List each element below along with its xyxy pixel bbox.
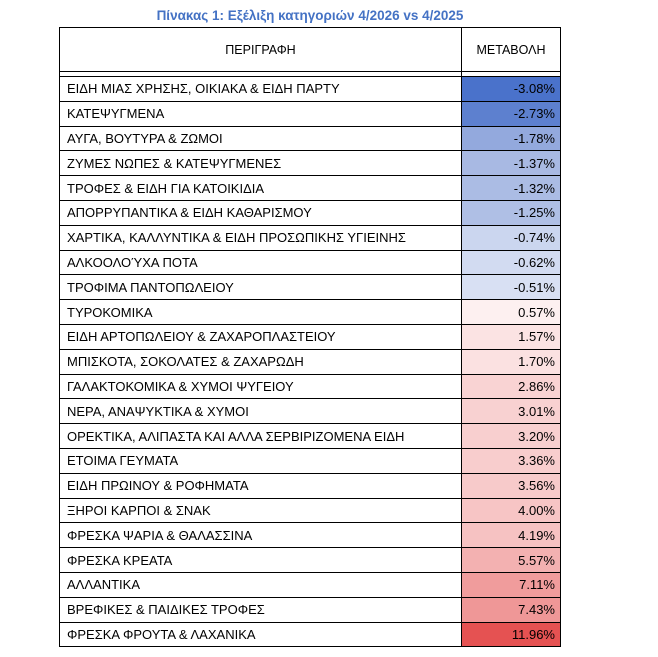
category-description-cell: ΧΑΡΤΙΚΑ, ΚΑΛΛΥΝΤΙΚΑ & ΕΙΔΗ ΠΡΟΣΩΠΙΚΗΣ ΥΓ… bbox=[59, 225, 462, 251]
change-value-cell: 3.56% bbox=[461, 473, 561, 499]
change-value-cell: -0.51% bbox=[461, 274, 561, 301]
table-row: ΦΡΕΣΚΑ ΚΡΕΑΤΑ 5.57% bbox=[59, 547, 561, 573]
category-description-cell: ΑΛΚΟΟΛΟΎΧΑ ΠΟΤΑ bbox=[59, 250, 462, 276]
category-description-cell: ΕΙΔΗ ΜΙΑΣ ΧΡΗΣΗΣ, ΟΙΚΙΑΚΑ & ΕΙΔΗ ΠΑΡΤΥ bbox=[59, 76, 462, 102]
category-description-cell: ΤΡΟΦΙΜΑ ΠΑΝΤΟΠΩΛΕΙΟΥ bbox=[59, 274, 462, 301]
table-row: ΜΠΙΣΚΟΤΑ, ΣΟΚΟΛΑΤΕΣ & ΖΑΧΑΡΩΔΗ 1.70% bbox=[59, 349, 561, 375]
change-value-cell: 3.36% bbox=[461, 448, 561, 474]
category-description-cell: ΝΕΡΑ, ΑΝΑΨΥΚΤΙΚΑ & ΧΥΜΟΙ bbox=[59, 398, 462, 425]
table-row: ΕΤΟΙΜΑ ΓΕΥΜΑΤΑ 3.36% bbox=[59, 448, 561, 474]
category-change-table: ΠΕΡΙΓΡΑΦΗ ΜΕΤΑΒΟΛΗ ΕΙΔΗ ΜΙΑΣ ΧΡΗΣΗΣ, ΟΙΚ… bbox=[59, 27, 561, 648]
change-value-cell: -1.25% bbox=[461, 200, 561, 226]
change-value-cell: -2.73% bbox=[461, 101, 561, 127]
table-row: ΧΑΡΤΙΚΑ, ΚΑΛΛΥΝΤΙΚΑ & ΕΙΔΗ ΠΡΟΣΩΠΙΚΗΣ ΥΓ… bbox=[59, 225, 561, 251]
change-value-cell: 3.20% bbox=[461, 423, 561, 449]
change-value-cell: -3.08% bbox=[461, 76, 561, 102]
table-header-row: ΠΕΡΙΓΡΑΦΗ ΜΕΤΑΒΟΛΗ bbox=[59, 27, 561, 72]
category-description-cell: ΕΙΔΗ ΠΡΩΙΝΟΥ & ΡΟΦΗΜΑΤΑ bbox=[59, 473, 462, 499]
table-row: ΦΡΕΣΚΑ ΨΑΡΙΑ & ΘΑΛΑΣΣΙΝΑ 4.19% bbox=[59, 522, 561, 549]
category-description-cell: ΑΛΛΑΝΤΙΚΑ bbox=[59, 572, 462, 598]
description-column-header: ΠΕΡΙΓΡΑΦΗ bbox=[59, 27, 462, 72]
category-description-cell: ΕΤΟΙΜΑ ΓΕΥΜΑΤΑ bbox=[59, 448, 462, 474]
category-description-cell: ΕΙΔΗ ΑΡΤΟΠΩΛΕΙΟΥ & ΖΑΧΑΡΟΠΛΑΣΤΕΙΟΥ bbox=[59, 324, 462, 350]
change-value-cell: -1.32% bbox=[461, 175, 561, 201]
table-row: ΑΠΟΡΡΥΠΑΝΤΙΚΑ & ΕΙΔΗ ΚΑΘΑΡΙΣΜΟΥ -1.25% bbox=[59, 200, 561, 226]
change-value-cell: 7.11% bbox=[461, 572, 561, 598]
table-caption: Πίνακας 1: Εξέλιξη κατηγοριών 4/2026 vs … bbox=[156, 8, 464, 23]
table-row: ΟΡΕΚΤΙΚΑ, ΑΛΙΠΑΣΤΑ ΚΑΙ ΑΛΛΑ ΣΕΡΒΙΡΙΖΟΜΕΝ… bbox=[59, 423, 561, 449]
table-row: ΕΙΔΗ ΑΡΤΟΠΩΛΕΙΟΥ & ΖΑΧΑΡΟΠΛΑΣΤΕΙΟΥ 1.57% bbox=[59, 324, 561, 350]
change-value-cell: 7.43% bbox=[461, 597, 561, 623]
change-value-cell: 4.19% bbox=[461, 522, 561, 549]
table-row: ΑΛΚΟΟΛΟΎΧΑ ΠΟΤΑ -0.62% bbox=[59, 250, 561, 276]
category-description-cell: ΓΑΛΑΚΤΟΚΟΜΙΚΑ & ΧΥΜΟΙ ΨΥΓΕΙΟΥ bbox=[59, 374, 462, 400]
table-row: ΚΑΤΕΨΥΓΜΕΝΑ -2.73% bbox=[59, 101, 561, 127]
table-row: ΕΙΔΗ ΜΙΑΣ ΧΡΗΣΗΣ, ΟΙΚΙΑΚΑ & ΕΙΔΗ ΠΑΡΤΥ -3… bbox=[59, 76, 561, 102]
category-description-cell: ΦΡΕΣΚΑ ΨΑΡΙΑ & ΘΑΛΑΣΣΙΝΑ bbox=[59, 522, 462, 549]
change-value-cell: 4.00% bbox=[461, 498, 561, 524]
category-description-cell: ΜΠΙΣΚΟΤΑ, ΣΟΚΟΛΑΤΕΣ & ΖΑΧΑΡΩΔΗ bbox=[59, 349, 462, 375]
change-value-cell: 2.86% bbox=[461, 374, 561, 400]
change-value-cell: -0.74% bbox=[461, 225, 561, 251]
table-row: ΑΛΛΑΝΤΙΚΑ 7.11% bbox=[59, 572, 561, 598]
table-row: ΒΡΕΦΙΚΕΣ & ΠΑΙΔΙΚΕΣ ΤΡΟΦΕΣ 7.43% bbox=[59, 597, 561, 623]
category-description-cell: ΟΡΕΚΤΙΚΑ, ΑΛΙΠΑΣΤΑ ΚΑΙ ΑΛΛΑ ΣΕΡΒΙΡΙΖΟΜΕΝ… bbox=[59, 423, 462, 449]
change-value-cell: 0.57% bbox=[461, 299, 561, 325]
change-value-cell: 3.01% bbox=[461, 398, 561, 425]
change-value-cell: 1.70% bbox=[461, 349, 561, 375]
change-value-cell: 5.57% bbox=[461, 547, 561, 573]
category-description-cell: ΦΡΕΣΚΑ ΦΡΟΥΤΑ & ΛΑΧΑΝΙΚΑ bbox=[59, 622, 462, 648]
table-row: ΝΕΡΑ, ΑΝΑΨΥΚΤΙΚΑ & ΧΥΜΟΙ 3.01% bbox=[59, 398, 561, 425]
category-description-cell: ΞΗΡΟΙ ΚΑΡΠΟΙ & ΣΝΑΚ bbox=[59, 498, 462, 524]
table-row: ΕΙΔΗ ΠΡΩΙΝΟΥ & ΡΟΦΗΜΑΤΑ 3.56% bbox=[59, 473, 561, 499]
table-row: ΓΑΛΑΚΤΟΚΟΜΙΚΑ & ΧΥΜΟΙ ΨΥΓΕΙΟΥ 2.86% bbox=[59, 374, 561, 400]
change-value-cell: 11.96% bbox=[461, 622, 561, 648]
table-row: ΤΡΟΦΕΣ & ΕΙΔΗ ΓΙΑ ΚΑΤΟΙΚΙΔΙΑ -1.32% bbox=[59, 175, 561, 201]
table-row: ΦΡΕΣΚΑ ΦΡΟΥΤΑ & ΛΑΧΑΝΙΚΑ 11.96% bbox=[59, 622, 561, 648]
change-value-cell: -1.78% bbox=[461, 126, 561, 152]
change-column-header: ΜΕΤΑΒΟΛΗ bbox=[461, 27, 561, 72]
change-value-cell: 1.57% bbox=[461, 324, 561, 350]
table-row: ΞΗΡΟΙ ΚΑΡΠΟΙ & ΣΝΑΚ 4.00% bbox=[59, 498, 561, 524]
category-description-cell: ΤΥΡΟΚΟΜΙΚΑ bbox=[59, 299, 462, 325]
table-row: ΤΥΡΟΚΟΜΙΚΑ 0.57% bbox=[59, 299, 561, 325]
category-description-cell: ΒΡΕΦΙΚΕΣ & ΠΑΙΔΙΚΕΣ ΤΡΟΦΕΣ bbox=[59, 597, 462, 623]
change-value-cell: -1.37% bbox=[461, 150, 561, 177]
category-description-cell: ΚΑΤΕΨΥΓΜΕΝΑ bbox=[59, 101, 462, 127]
category-description-cell: ΑΠΟΡΡΥΠΑΝΤΙΚΑ & ΕΙΔΗ ΚΑΘΑΡΙΣΜΟΥ bbox=[59, 200, 462, 226]
category-description-cell: ΤΡΟΦΕΣ & ΕΙΔΗ ΓΙΑ ΚΑΤΟΙΚΙΔΙΑ bbox=[59, 175, 462, 201]
table-row: ΤΡΟΦΙΜΑ ΠΑΝΤΟΠΩΛΕΙΟΥ -0.51% bbox=[59, 274, 561, 301]
category-description-cell: ΑΥΓΑ, ΒΟΥΤΥΡΑ & ΖΩΜΟΙ bbox=[59, 126, 462, 152]
category-description-cell: ΦΡΕΣΚΑ ΚΡΕΑΤΑ bbox=[59, 547, 462, 573]
spacer-cell bbox=[461, 71, 561, 77]
spacer-row bbox=[59, 71, 561, 77]
table-body: ΕΙΔΗ ΜΙΑΣ ΧΡΗΣΗΣ, ΟΙΚΙΑΚΑ & ΕΙΔΗ ΠΑΡΤΥ -3… bbox=[59, 71, 561, 648]
change-value-cell: -0.62% bbox=[461, 250, 561, 276]
category-description-cell: ΖΥΜΕΣ ΝΩΠΕΣ & ΚΑΤΕΨΥΓΜΕΝΕΣ bbox=[59, 150, 462, 177]
table-row: ΖΥΜΕΣ ΝΩΠΕΣ & ΚΑΤΕΨΥΓΜΕΝΕΣ -1.37% bbox=[59, 150, 561, 177]
table-row: ΑΥΓΑ, ΒΟΥΤΥΡΑ & ΖΩΜΟΙ -1.78% bbox=[59, 126, 561, 152]
